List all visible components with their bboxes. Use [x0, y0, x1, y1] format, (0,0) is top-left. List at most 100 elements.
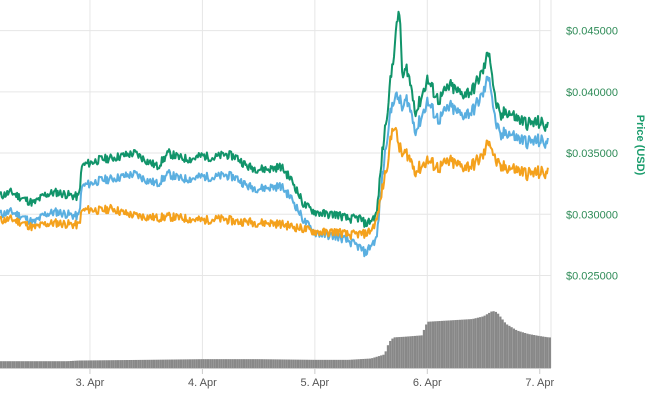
volume-bar-123	[276, 359, 279, 368]
volume-bar-211	[474, 318, 477, 368]
volume-bar-24	[54, 361, 57, 368]
volume-bar-162	[364, 358, 367, 368]
volume-bar-51	[114, 360, 117, 368]
volume-bar-115	[258, 359, 261, 368]
volume-bar-154	[346, 359, 349, 368]
volume-bar-93	[209, 359, 212, 368]
volume-bar-113	[254, 359, 257, 368]
volume-bar-173	[389, 340, 392, 368]
volume-bar-55	[123, 360, 126, 368]
volume-bar-82	[184, 359, 187, 368]
volume-bar-226	[508, 325, 511, 368]
volume-bar-171	[384, 351, 387, 368]
volume-bar-106	[238, 359, 241, 368]
volume-bar-71	[159, 359, 162, 368]
volume-bar-147	[330, 359, 333, 368]
volume-bar-213	[479, 317, 482, 368]
volume-bar-228	[512, 328, 515, 368]
volume-bar-201	[452, 320, 455, 368]
volume-bar-142	[319, 359, 322, 368]
y-tick-label-3: $0.040000	[566, 87, 618, 99]
volume-bar-237	[533, 335, 536, 368]
volume-bar-224	[503, 322, 506, 368]
volume-bar-26	[58, 361, 61, 368]
volume-bar-137	[308, 359, 311, 368]
volume-bar-98	[220, 359, 223, 368]
volume-bar-0	[0, 361, 3, 368]
volume-bar-188	[422, 329, 426, 368]
volume-bar-149	[335, 359, 338, 368]
volume-bar-227	[510, 327, 513, 368]
volume-bar-216	[485, 314, 489, 368]
volume-bar-114	[256, 359, 259, 368]
volume-bar-181	[407, 336, 410, 368]
volume-bar-102	[229, 359, 232, 368]
volume-bar-50	[112, 360, 115, 368]
volume-bar-80	[179, 359, 183, 368]
volume-bar-75	[168, 359, 171, 368]
volume-bar-78	[175, 359, 178, 368]
volume-bar-121	[272, 359, 275, 368]
volume-bar-158	[355, 359, 358, 368]
volume-bar-234	[526, 333, 529, 368]
volume-bar-45	[101, 360, 104, 368]
volume-bar-47	[105, 360, 108, 368]
x-tick-label-0: 3. Apr	[76, 377, 105, 389]
volume-bar-196	[440, 320, 444, 368]
volume-bar-156	[350, 359, 354, 368]
volume-bar-203	[456, 319, 459, 368]
x-tick-label-1: 4. Apr	[188, 377, 217, 389]
volume-bar-207	[465, 319, 468, 368]
volume-bar-15	[33, 361, 36, 368]
volume-bar-164	[368, 358, 372, 368]
volume-bar-220	[494, 311, 497, 368]
volume-bar-122	[274, 359, 277, 368]
volume-bar-128	[287, 359, 291, 368]
volume-bar-163	[366, 358, 369, 368]
y-tick-label-0: $0.025000	[566, 271, 618, 283]
volume-bar-183	[411, 336, 414, 368]
x-tick-label-2: 5. Apr	[300, 377, 329, 389]
volume-bar-4	[9, 361, 12, 368]
volume-bar-13	[29, 361, 32, 368]
volume-bar-134	[301, 359, 304, 368]
volume-bar-174	[391, 338, 394, 368]
volume-bar-104	[233, 359, 237, 368]
volume-bar-29	[65, 361, 68, 368]
volume-bar-230	[517, 330, 520, 368]
volume-bar-33	[74, 360, 77, 368]
volume-bar-53	[119, 360, 122, 368]
volume-bar-185	[416, 335, 419, 368]
volume-bar-151	[339, 359, 342, 368]
volume-bar-231	[519, 331, 522, 368]
volume-bar-119	[267, 359, 270, 368]
volume-bar-32	[71, 360, 75, 368]
volume-bar-130	[292, 359, 295, 368]
volume-bar-22	[49, 361, 52, 368]
volume-bar-143	[321, 359, 324, 368]
volume-bar-60	[134, 359, 138, 368]
volume-bar-232	[521, 332, 524, 368]
volume-bar-83	[186, 359, 189, 368]
volume-bar-141	[317, 359, 320, 368]
volume-bar-118	[265, 359, 268, 368]
volume-bar-74	[166, 359, 169, 368]
volume-bar-46	[103, 360, 106, 368]
volume-bar-155	[348, 359, 351, 368]
volume-bar-72	[161, 359, 165, 368]
volume-bar-208	[467, 319, 471, 368]
volume-bar-77	[173, 359, 176, 368]
volume-bar-199	[447, 320, 450, 368]
volume-bar-57	[128, 360, 131, 368]
volume-bar-64	[143, 359, 147, 368]
volume-bar-54	[121, 360, 124, 368]
volume-bar-91	[204, 359, 207, 368]
volume-bar-20	[45, 361, 48, 368]
volume-bar-193	[434, 321, 437, 368]
volume-bar-205	[461, 319, 464, 368]
volume-bar-223	[501, 319, 504, 368]
volume-bar-132	[296, 359, 300, 368]
volume-bar-131	[294, 359, 297, 368]
series-line-1	[0, 75, 549, 258]
